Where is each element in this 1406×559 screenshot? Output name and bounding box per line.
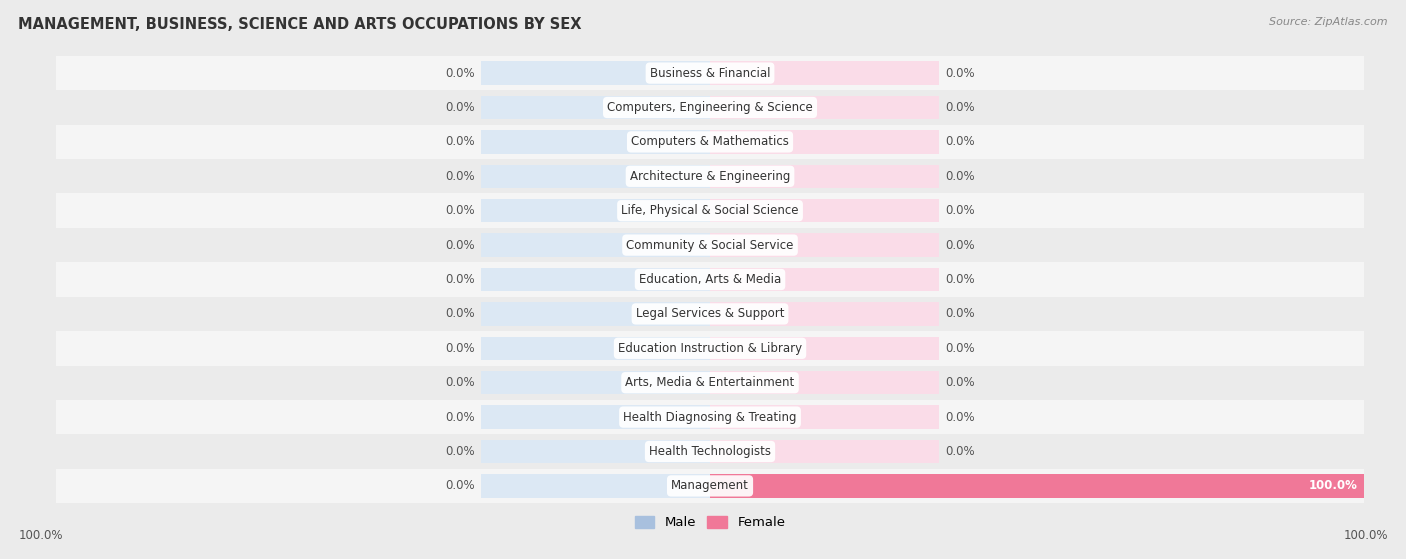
- Text: 0.0%: 0.0%: [945, 307, 974, 320]
- Text: Arts, Media & Entertainment: Arts, Media & Entertainment: [626, 376, 794, 389]
- Bar: [56, 331, 1364, 366]
- Bar: [710, 164, 939, 188]
- Text: Architecture & Engineering: Architecture & Engineering: [630, 170, 790, 183]
- Bar: [710, 337, 939, 360]
- Text: 0.0%: 0.0%: [446, 135, 475, 148]
- Bar: [710, 405, 939, 429]
- Text: Business & Financial: Business & Financial: [650, 67, 770, 79]
- Text: Health Technologists: Health Technologists: [650, 445, 770, 458]
- Text: 0.0%: 0.0%: [446, 204, 475, 217]
- Bar: [56, 56, 1364, 91]
- Bar: [710, 268, 939, 291]
- Text: 0.0%: 0.0%: [446, 101, 475, 114]
- Bar: [56, 468, 1364, 503]
- Text: 0.0%: 0.0%: [945, 376, 974, 389]
- Text: 0.0%: 0.0%: [945, 411, 974, 424]
- Text: Legal Services & Support: Legal Services & Support: [636, 307, 785, 320]
- Bar: [56, 159, 1364, 193]
- Bar: [710, 130, 939, 154]
- Text: 0.0%: 0.0%: [446, 273, 475, 286]
- Text: 0.0%: 0.0%: [945, 101, 974, 114]
- Text: Health Diagnosing & Treating: Health Diagnosing & Treating: [623, 411, 797, 424]
- Bar: [710, 96, 939, 119]
- Bar: [481, 61, 710, 85]
- Bar: [710, 234, 939, 257]
- Text: Source: ZipAtlas.com: Source: ZipAtlas.com: [1270, 17, 1388, 27]
- Bar: [481, 371, 710, 395]
- Bar: [56, 91, 1364, 125]
- Text: 0.0%: 0.0%: [446, 445, 475, 458]
- Bar: [481, 268, 710, 291]
- Bar: [56, 434, 1364, 468]
- Bar: [481, 405, 710, 429]
- Bar: [481, 199, 710, 222]
- Legend: Male, Female: Male, Female: [630, 510, 790, 534]
- Text: Education, Arts & Media: Education, Arts & Media: [638, 273, 782, 286]
- Text: Computers & Mathematics: Computers & Mathematics: [631, 135, 789, 148]
- Bar: [56, 297, 1364, 331]
- Bar: [710, 302, 939, 325]
- Text: 0.0%: 0.0%: [446, 411, 475, 424]
- Bar: [481, 130, 710, 154]
- Bar: [481, 474, 710, 498]
- Bar: [710, 199, 939, 222]
- Text: 100.0%: 100.0%: [1309, 480, 1357, 492]
- Bar: [56, 193, 1364, 228]
- Text: 0.0%: 0.0%: [446, 239, 475, 252]
- Text: 0.0%: 0.0%: [945, 204, 974, 217]
- Text: 0.0%: 0.0%: [446, 376, 475, 389]
- Text: 0.0%: 0.0%: [945, 67, 974, 79]
- Text: 0.0%: 0.0%: [945, 273, 974, 286]
- Text: Computers, Engineering & Science: Computers, Engineering & Science: [607, 101, 813, 114]
- Bar: [481, 234, 710, 257]
- Text: Community & Social Service: Community & Social Service: [626, 239, 794, 252]
- Bar: [481, 337, 710, 360]
- Text: MANAGEMENT, BUSINESS, SCIENCE AND ARTS OCCUPATIONS BY SEX: MANAGEMENT, BUSINESS, SCIENCE AND ARTS O…: [18, 17, 582, 32]
- Text: 0.0%: 0.0%: [945, 239, 974, 252]
- Bar: [56, 262, 1364, 297]
- Text: 0.0%: 0.0%: [446, 67, 475, 79]
- Bar: [56, 228, 1364, 262]
- Text: Education Instruction & Library: Education Instruction & Library: [619, 342, 801, 355]
- Bar: [56, 125, 1364, 159]
- Text: 0.0%: 0.0%: [945, 445, 974, 458]
- Bar: [710, 371, 939, 395]
- Bar: [710, 474, 1364, 498]
- Bar: [481, 440, 710, 463]
- Bar: [710, 474, 939, 498]
- Text: 0.0%: 0.0%: [446, 170, 475, 183]
- Text: 0.0%: 0.0%: [446, 480, 475, 492]
- Text: 100.0%: 100.0%: [18, 529, 63, 542]
- Text: Management: Management: [671, 480, 749, 492]
- Bar: [481, 164, 710, 188]
- Text: 100.0%: 100.0%: [1343, 529, 1388, 542]
- Bar: [56, 400, 1364, 434]
- Bar: [710, 61, 939, 85]
- Bar: [710, 440, 939, 463]
- Bar: [481, 96, 710, 119]
- Text: 0.0%: 0.0%: [945, 342, 974, 355]
- Text: Life, Physical & Social Science: Life, Physical & Social Science: [621, 204, 799, 217]
- Bar: [56, 366, 1364, 400]
- Text: 0.0%: 0.0%: [446, 342, 475, 355]
- Text: 0.0%: 0.0%: [446, 307, 475, 320]
- Text: 0.0%: 0.0%: [945, 170, 974, 183]
- Bar: [481, 302, 710, 325]
- Text: 0.0%: 0.0%: [945, 135, 974, 148]
